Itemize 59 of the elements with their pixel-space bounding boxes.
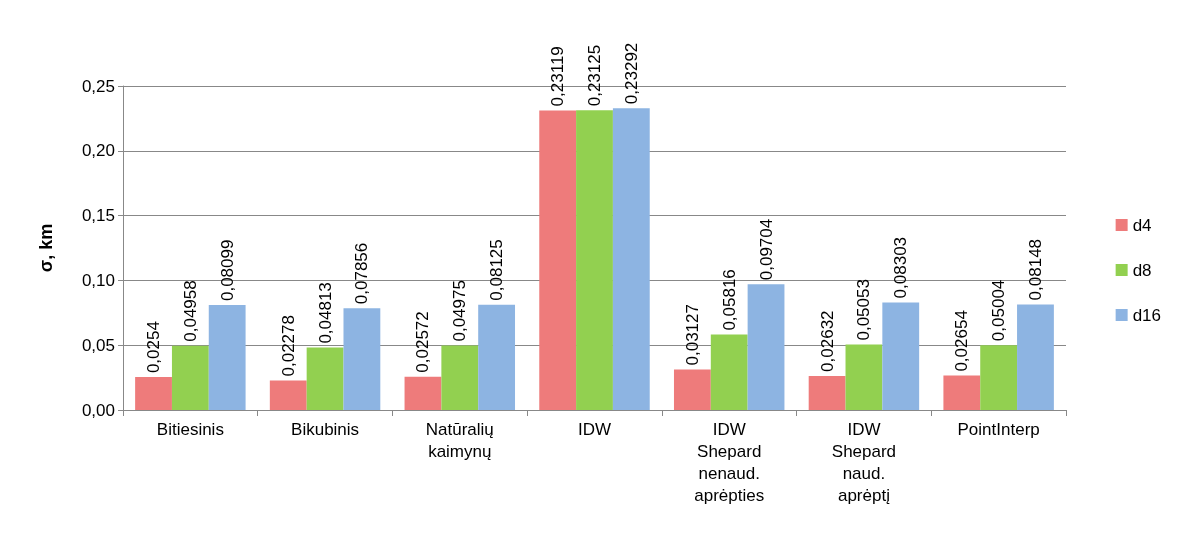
data-label: 0,02278	[278, 315, 298, 377]
y-tick-label: 0,05	[81, 335, 115, 355]
legend-label: d8	[1132, 260, 1152, 280]
bar	[1017, 304, 1054, 410]
bar	[404, 376, 442, 410]
legend-label: d4	[1132, 215, 1152, 235]
data-label: 0,02632	[817, 310, 837, 372]
bar	[171, 345, 209, 410]
data-label: 0,0254	[144, 321, 164, 374]
x-tick-label: IDW Shepard naud. aprėptį	[831, 419, 897, 505]
x-tick-label: Bitiesinis	[156, 419, 224, 439]
bar	[306, 347, 344, 410]
bar	[673, 369, 711, 410]
x-tick-label: PointInterp	[957, 419, 1040, 439]
bar	[845, 344, 883, 410]
bar	[710, 334, 748, 410]
data-label: 0,05053	[854, 279, 874, 341]
data-label: 0,04975	[450, 280, 470, 342]
y-tick-label: 0,10	[81, 270, 115, 290]
bar	[612, 108, 650, 410]
x-tick-label: Bikubinis	[291, 419, 360, 439]
data-label: 0,23119	[548, 46, 568, 107]
bar	[576, 110, 613, 410]
data-label: 0,08303	[891, 236, 911, 299]
data-label: 0,02654	[952, 310, 972, 372]
bar	[980, 345, 1018, 410]
y-tick-label: 0,00	[81, 400, 115, 420]
y-axis-title: σ, km	[36, 223, 56, 273]
data-label: 0,04813	[315, 282, 335, 344]
bar	[269, 380, 307, 410]
bar	[441, 345, 479, 410]
data-label: 0,02572	[413, 311, 433, 373]
bar	[539, 110, 577, 410]
y-tick-label: 0,15	[81, 206, 115, 226]
data-label: 0,09704	[756, 218, 776, 281]
data-label: 0,04958	[180, 280, 200, 342]
data-label: 0,23125	[585, 44, 604, 107]
data-label: 0,05004	[989, 279, 1009, 342]
data-label: 0,05816	[719, 269, 739, 331]
data-label: 0,03127	[682, 304, 702, 366]
bar	[478, 304, 516, 410]
x-tick-label: Natūralių kaimynų	[425, 419, 494, 461]
data-label: 0,07856	[352, 242, 372, 305]
bar	[135, 377, 172, 410]
bar	[943, 375, 981, 410]
legend-label: d16	[1132, 305, 1162, 325]
bar	[343, 308, 381, 410]
bar	[208, 305, 246, 410]
x-tick-label: IDW	[577, 419, 612, 439]
y-tick-label: 0,25	[81, 76, 115, 96]
data-label: 0,23292	[621, 42, 641, 105]
data-label: 0,08099	[217, 239, 237, 302]
data-label: 0,08125	[487, 239, 507, 301]
bar	[808, 375, 846, 410]
bar	[747, 284, 785, 410]
x-tick-label: IDW Shepard nenaud. aprėpties	[694, 419, 765, 505]
bar	[882, 302, 920, 410]
y-tick-label: 0,20	[81, 141, 115, 161]
data-label: 0,08148	[1025, 238, 1045, 301]
